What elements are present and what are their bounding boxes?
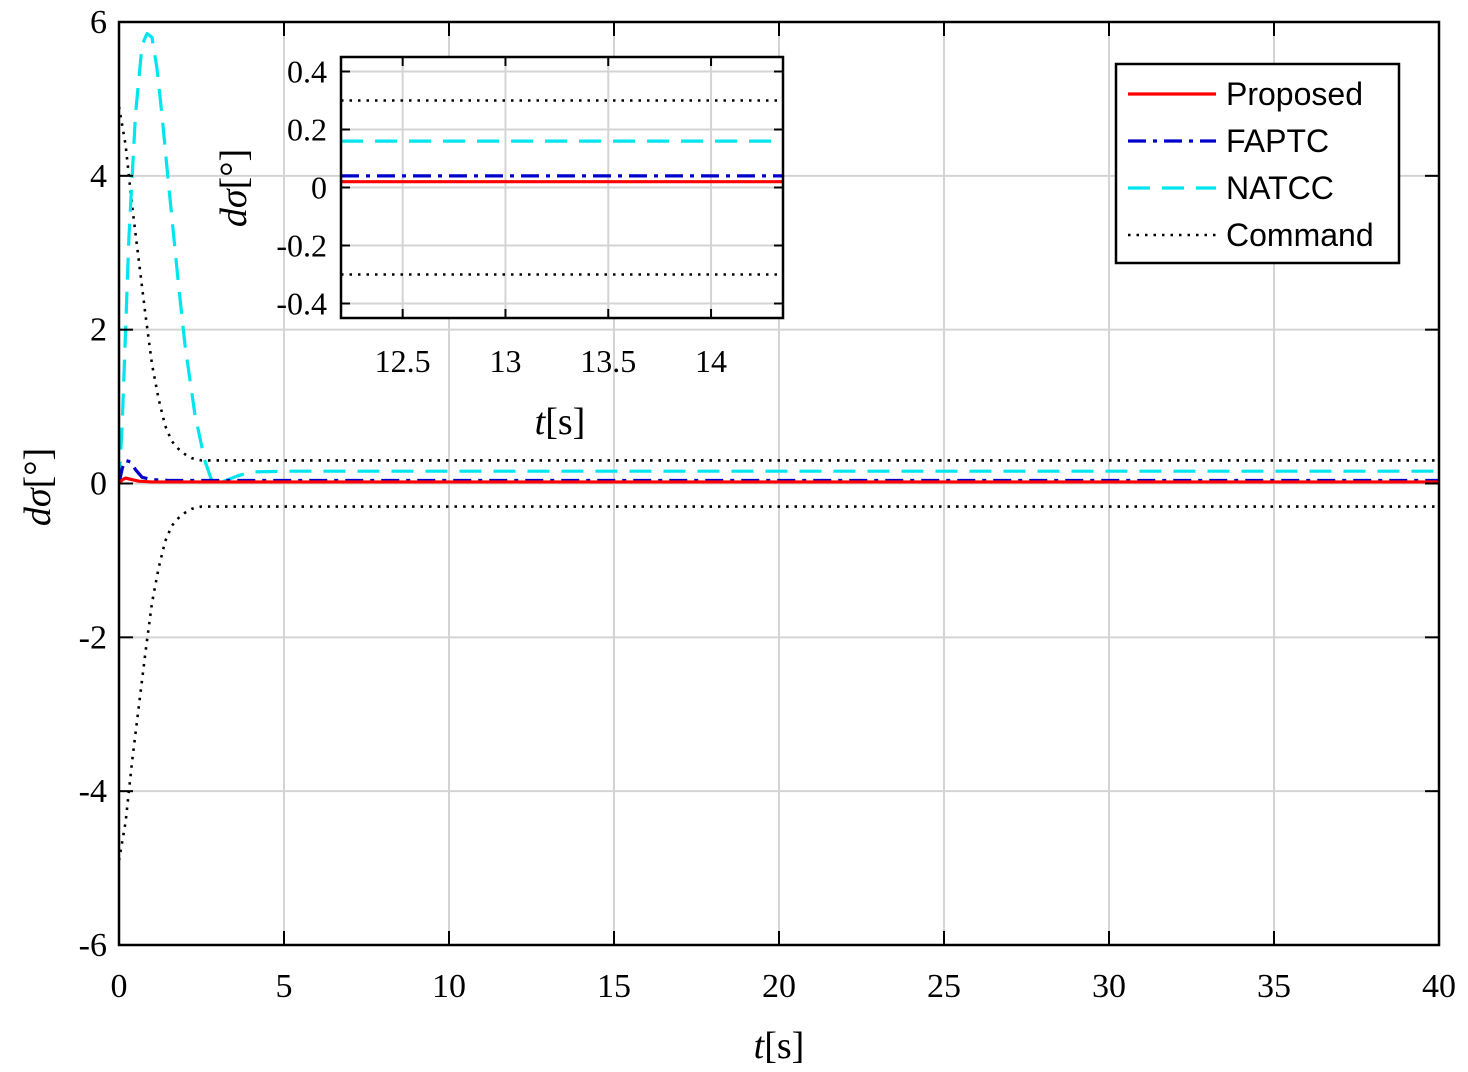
inset-x-tick-label: 13 bbox=[489, 343, 521, 379]
inset-x-tick-label: 14 bbox=[695, 343, 727, 379]
main-x-tick-label: 20 bbox=[762, 968, 796, 1005]
legend-label-proposed: Proposed bbox=[1226, 76, 1363, 112]
inset-y-axis-label-unit: [°] bbox=[213, 149, 255, 190]
main-y-tick-label: 2 bbox=[90, 312, 107, 349]
inset-x-tick-label: 12.5 bbox=[375, 343, 431, 379]
inset-tick-labels: 12.5 13 13.5 14 -0.4 -0.2 0 0.2 0.4 bbox=[276, 54, 727, 380]
inset-x-axis-label: t[s] bbox=[535, 401, 586, 443]
main-tick-labels: 0 5 10 15 20 25 30 35 40 -6 -4 -2 0 2 4 6 bbox=[79, 4, 1456, 1005]
main-x-tick-label: 10 bbox=[432, 968, 466, 1005]
main-ticks bbox=[118, 21, 1440, 946]
inset-x-axis-label-unit: [s] bbox=[545, 401, 585, 443]
main-x-tick-label: 40 bbox=[1422, 968, 1456, 1005]
main-y-tick-label: 0 bbox=[90, 466, 107, 503]
inset-y-tick-label: -0.2 bbox=[276, 228, 327, 264]
main-x-axis-label: t[s] bbox=[754, 1025, 805, 1067]
inset-ticks bbox=[341, 57, 783, 318]
inset-y-axis-label-var: dσ bbox=[213, 188, 255, 227]
main-x-tick-label: 35 bbox=[1257, 968, 1291, 1005]
inset-y-tick-label: 0 bbox=[311, 170, 327, 206]
main-x-tick-label: 30 bbox=[1092, 968, 1126, 1005]
legend-label-faptc: FAPTC bbox=[1226, 123, 1329, 159]
main-x-tick-label: 25 bbox=[927, 968, 961, 1005]
main-series-proposed bbox=[119, 476, 1439, 485]
legend-box bbox=[1114, 62, 1401, 265]
inset-y-tick-label: -0.4 bbox=[276, 286, 327, 322]
main-x-tick-label: 0 bbox=[111, 968, 128, 1005]
inset-chart: 12.5 13 13.5 14 -0.4 -0.2 0 0.2 0.4 t[s] dσ[°] bbox=[213, 54, 785, 443]
inset-grid bbox=[341, 57, 783, 318]
legend-items: Proposed FAPTC NATCC Command bbox=[1128, 76, 1374, 253]
legend-label-natcc: NATCC bbox=[1226, 170, 1334, 206]
main-y-tick-label: -2 bbox=[79, 619, 107, 656]
inset-y-tick-label: 0.2 bbox=[287, 112, 327, 148]
inset-y-tick-label: 0.4 bbox=[287, 54, 327, 90]
main-x-tick-label: 5 bbox=[276, 968, 293, 1005]
main-y-axis-label: dσ[°] bbox=[17, 448, 59, 526]
main-x-axis-label-var: t bbox=[754, 1025, 766, 1067]
main-y-tick-label: 4 bbox=[90, 158, 107, 195]
main-y-tick-label: -4 bbox=[79, 773, 107, 810]
inset-y-axis-label: dσ[°] bbox=[213, 149, 255, 227]
main-y-axis-label-unit: [°] bbox=[17, 448, 59, 489]
main-y-tick-label: -6 bbox=[79, 927, 107, 964]
inset-series-group bbox=[341, 99, 783, 276]
inset-x-tick-label: 13.5 bbox=[580, 343, 636, 379]
main-y-tick-label: 6 bbox=[90, 4, 107, 41]
legend: Proposed FAPTC NATCC Command bbox=[1114, 62, 1401, 265]
inset-x-axis-label-var: t bbox=[535, 401, 547, 443]
main-x-axis-label-unit: [s] bbox=[764, 1025, 804, 1067]
main-y-axis-label-var: dσ bbox=[17, 487, 59, 526]
main-x-tick-label: 15 bbox=[597, 968, 631, 1005]
legend-label-command: Command bbox=[1226, 217, 1374, 253]
